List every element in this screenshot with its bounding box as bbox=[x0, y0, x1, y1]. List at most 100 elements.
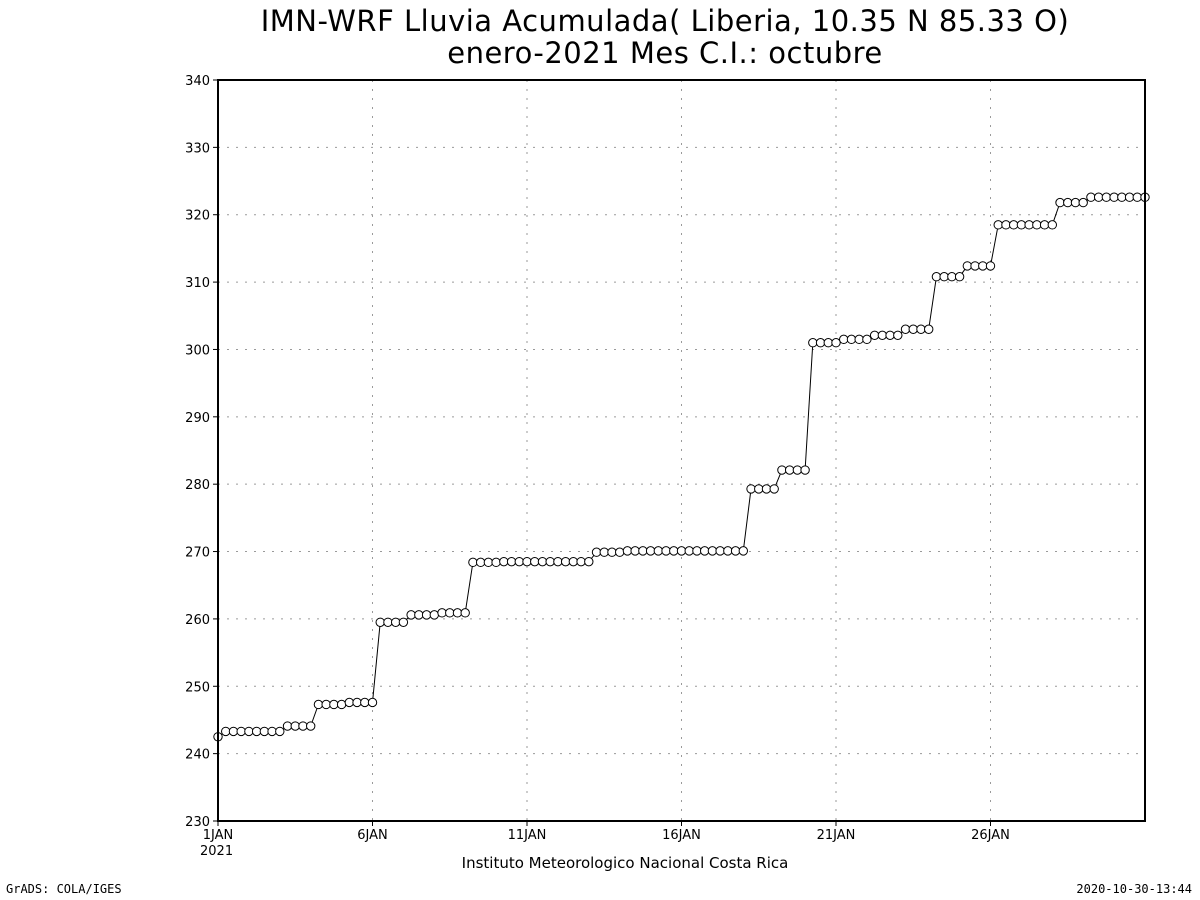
data-point bbox=[553, 556, 563, 567]
data-point bbox=[584, 556, 594, 567]
data-point bbox=[475, 557, 486, 568]
data-point bbox=[653, 546, 664, 556]
data-point bbox=[630, 546, 640, 556]
data-point bbox=[306, 721, 316, 731]
data-point bbox=[1016, 220, 1027, 230]
data-point bbox=[1117, 192, 1127, 202]
data-point bbox=[236, 726, 246, 737]
data-point bbox=[607, 547, 617, 557]
data-point bbox=[259, 726, 270, 737]
y-tick-label: 320 bbox=[185, 209, 210, 224]
data-point bbox=[916, 324, 926, 334]
data-point bbox=[1086, 192, 1096, 202]
data-point bbox=[560, 556, 571, 567]
data-point bbox=[1063, 197, 1073, 208]
data-point bbox=[522, 556, 532, 567]
x-axis-label: Instituto Meteorologico Nacional Costa R… bbox=[461, 854, 789, 872]
data-point bbox=[390, 617, 401, 627]
data-point bbox=[251, 726, 262, 737]
data-point bbox=[537, 556, 548, 567]
data-point bbox=[730, 546, 741, 556]
data-point bbox=[978, 261, 988, 271]
data-point bbox=[970, 261, 980, 271]
data-point bbox=[908, 324, 918, 334]
data-point bbox=[1078, 197, 1088, 208]
data-point bbox=[352, 697, 362, 708]
data-point bbox=[344, 697, 355, 708]
data-point bbox=[777, 465, 787, 475]
data-point bbox=[514, 556, 524, 567]
data-point bbox=[738, 546, 748, 556]
generation-timestamp: 2020-10-30-13:44 bbox=[1076, 882, 1192, 896]
data-point bbox=[398, 617, 409, 627]
data-point bbox=[313, 699, 324, 710]
data-point bbox=[336, 699, 347, 710]
data-point bbox=[885, 330, 895, 341]
series-points bbox=[213, 192, 1150, 742]
data-point bbox=[947, 272, 957, 282]
data-point bbox=[615, 547, 625, 557]
data-point bbox=[815, 338, 826, 348]
data-point bbox=[1093, 192, 1104, 202]
data-point bbox=[669, 546, 679, 556]
data-point bbox=[460, 608, 470, 618]
data-point bbox=[414, 610, 424, 620]
data-point bbox=[1032, 220, 1042, 230]
data-point bbox=[282, 721, 293, 731]
x-axis: 1JAN 6JAN 11JAN 16JAN 21JAN 26JAN bbox=[203, 821, 1010, 843]
y-tick-label: 240 bbox=[185, 748, 210, 763]
data-point bbox=[792, 465, 803, 475]
x-tick-label: 21JAN bbox=[817, 828, 856, 843]
data-point bbox=[985, 261, 996, 271]
data-point bbox=[846, 334, 857, 345]
data-point bbox=[954, 272, 965, 282]
data-point bbox=[375, 617, 385, 627]
data-point bbox=[591, 547, 602, 557]
y-axis: 230 240 250 260 270 280 290 300 310 320 330 340 bbox=[185, 74, 218, 830]
data-point bbox=[1024, 220, 1034, 230]
data-point bbox=[568, 556, 579, 567]
data-point bbox=[622, 546, 633, 556]
data-point bbox=[699, 546, 710, 556]
data-point bbox=[823, 338, 833, 348]
data-point bbox=[468, 557, 478, 568]
x-tick-label: 26JAN bbox=[971, 828, 1010, 843]
data-point bbox=[321, 699, 331, 710]
data-point bbox=[854, 334, 864, 345]
data-point bbox=[360, 697, 370, 708]
y-tick-label: 280 bbox=[185, 478, 210, 493]
data-point bbox=[1008, 220, 1019, 230]
data-point bbox=[1109, 192, 1119, 202]
data-point bbox=[676, 546, 687, 556]
data-point bbox=[483, 557, 494, 568]
data-point bbox=[429, 610, 439, 620]
x-tick-label: 11JAN bbox=[508, 828, 547, 843]
data-point bbox=[545, 556, 555, 567]
data-point bbox=[893, 330, 903, 341]
data-point bbox=[761, 484, 772, 494]
data-point bbox=[1124, 192, 1135, 202]
data-point bbox=[723, 546, 733, 556]
grid bbox=[218, 80, 1145, 821]
data-point bbox=[692, 546, 702, 556]
data-point bbox=[506, 556, 517, 567]
data-point bbox=[530, 556, 540, 567]
data-point bbox=[491, 557, 501, 568]
data-point bbox=[661, 546, 671, 556]
data-point bbox=[1070, 197, 1081, 208]
data-point bbox=[931, 272, 942, 282]
data-point bbox=[576, 556, 586, 567]
data-point bbox=[808, 338, 818, 348]
data-point bbox=[746, 484, 756, 494]
data-point bbox=[406, 610, 416, 620]
data-point bbox=[900, 324, 911, 334]
data-point bbox=[367, 697, 378, 708]
data-point bbox=[1132, 192, 1142, 202]
data-point bbox=[924, 324, 934, 334]
y-tick-label: 310 bbox=[185, 276, 210, 291]
data-point bbox=[784, 465, 795, 475]
data-point bbox=[244, 726, 254, 737]
data-point bbox=[769, 484, 779, 494]
plot-frame bbox=[217, 79, 1146, 822]
